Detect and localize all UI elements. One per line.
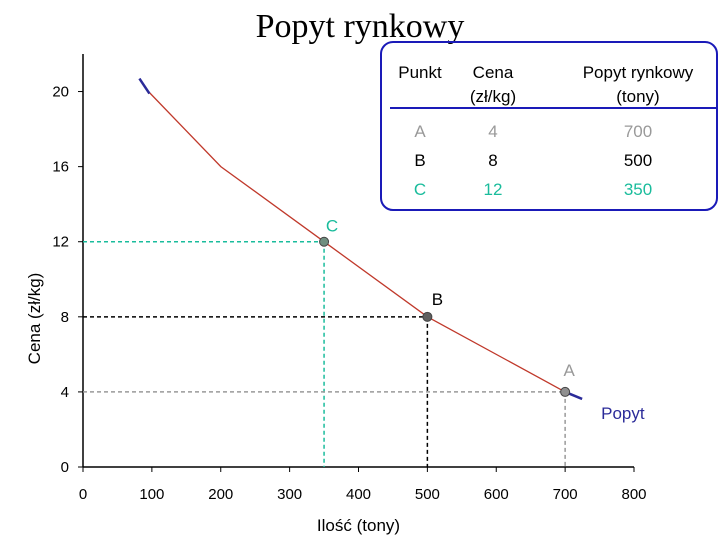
table-border <box>380 41 718 211</box>
x-tick-label-800: 800 <box>621 486 646 503</box>
y-axis-label: Cena (zł/kg) <box>25 273 44 365</box>
x-tick-label-100: 100 <box>139 486 164 503</box>
y-tick-label-4: 4 <box>61 384 69 401</box>
table-cell-A-0: A <box>414 122 426 141</box>
x-tick-label-700: 700 <box>553 486 578 503</box>
point-label-B: B <box>432 290 443 309</box>
y-tick-label-16: 16 <box>52 159 69 176</box>
y-tick-label-8: 8 <box>61 309 69 326</box>
point-label-A: A <box>563 361 575 380</box>
table-header-1-line-1: (zł/kg) <box>470 87 516 106</box>
table-header-0: Punkt <box>398 63 442 82</box>
table-cell-B-0: B <box>414 151 425 170</box>
x-tick-label-600: 600 <box>484 486 509 503</box>
curve-label: Popyt <box>601 404 645 423</box>
table-cell-A-1: 4 <box>488 122 497 141</box>
x-axis-label: Ilość (tony) <box>317 516 400 535</box>
table-cell-C-0: C <box>414 180 426 199</box>
demand-line-start-segment <box>138 77 151 95</box>
x-tick-label-300: 300 <box>277 486 302 503</box>
x-tick-label-0: 0 <box>79 486 87 503</box>
table-cell-C-2: 350 <box>624 180 652 199</box>
guide-lines <box>83 240 566 467</box>
point-label-C: C <box>326 217 338 236</box>
data-table: Punkt Cena (zł/kg) Popyt rynkowy (tony) A 4 700… <box>380 41 718 211</box>
table-cell-B-1: 8 <box>488 151 497 170</box>
x-tick-label-500: 500 <box>415 486 440 503</box>
table-header-2-line-1: (tony) <box>616 87 659 106</box>
table-cell-A-2: 700 <box>624 122 652 141</box>
point-marker-C <box>319 236 330 247</box>
y-tick-label-0: 0 <box>61 459 69 476</box>
data-points: C B A <box>319 217 575 397</box>
y-tick-label-12: 12 <box>52 234 69 251</box>
table-cell-C-1: 12 <box>484 180 503 199</box>
point-marker-A <box>560 386 571 397</box>
x-tick-label-400: 400 <box>346 486 371 503</box>
table-cell-B-2: 500 <box>624 151 652 170</box>
table-header-2-line-0: Popyt rynkowy <box>583 63 694 82</box>
point-marker-B <box>422 311 433 322</box>
x-tick-label-200: 200 <box>208 486 233 503</box>
chart-title: Popyt rynkowy <box>255 8 465 45</box>
y-tick-label-20: 20 <box>52 84 69 101</box>
table-header-1-line-0: Cena <box>473 63 514 82</box>
